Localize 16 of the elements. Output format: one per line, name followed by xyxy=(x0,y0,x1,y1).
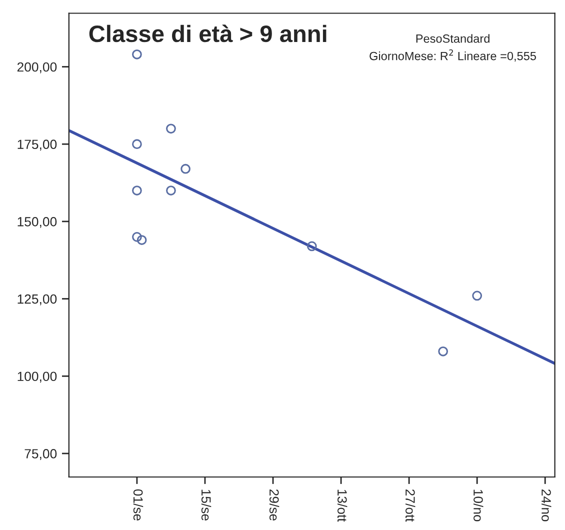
x-tick-label: 01/se xyxy=(133,489,144,520)
x-tick-label: 10/no xyxy=(474,490,484,522)
y-tick-label: 175,00 xyxy=(18,140,57,151)
chart-title: Classe di età > 9 anni xyxy=(89,24,326,42)
y-tick-label: 100,00 xyxy=(18,372,57,383)
annotation: PesoStandard xyxy=(416,34,490,43)
x-tick-label: 29/se xyxy=(269,489,280,520)
y-tick-label: 125,00 xyxy=(18,294,57,306)
x-tick-label: 15/se xyxy=(201,490,212,520)
x-tick-label: 27/ott xyxy=(406,489,416,522)
y-tick-label: 150,00 xyxy=(18,217,57,228)
y-tick-label: 75,00 xyxy=(24,449,57,460)
annotation: GiornoMese: R$^{2}$ Lineare =0,555 xyxy=(370,49,536,62)
x-tick-label: 24/no xyxy=(542,489,552,522)
y-tick-label: 200,00 xyxy=(17,62,57,74)
x-tick-label: 13/ott xyxy=(337,490,348,522)
